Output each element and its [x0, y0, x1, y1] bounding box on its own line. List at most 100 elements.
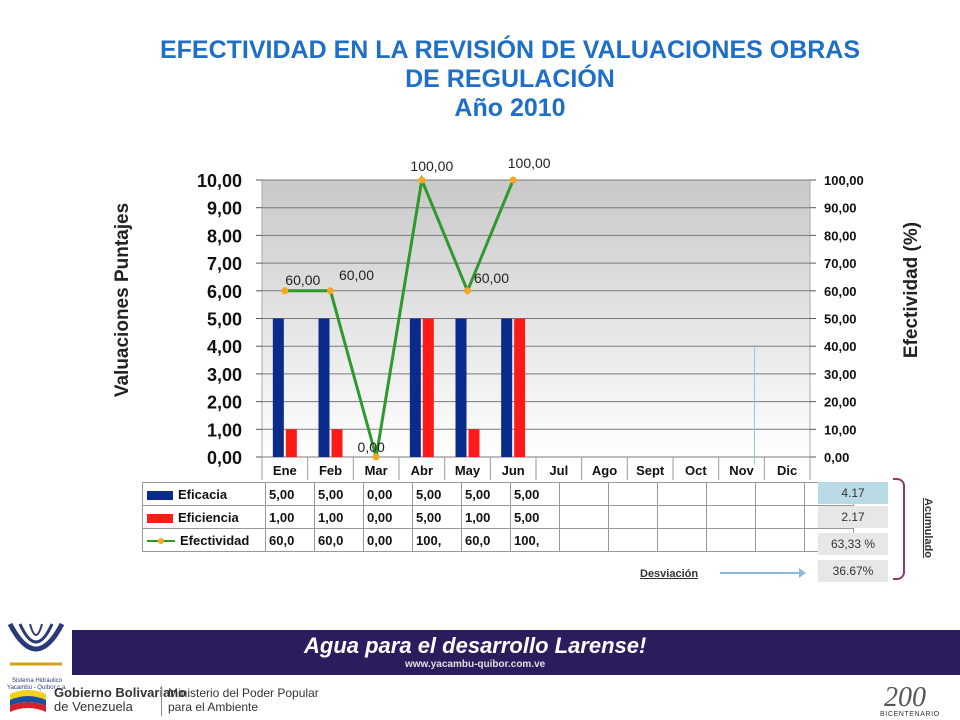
venezuela-flag-icon	[10, 690, 46, 712]
point-efectividad	[509, 176, 517, 184]
data-table-row-efectividad: Efectividad 60,0 60,0 0,00 100, 60,0 100,	[142, 528, 854, 552]
data-table-cell	[608, 505, 658, 529]
combo-chart: 0,00 0,00 1,00 10,00 2,00 20,00 3,00 30,00 4,00 4…	[197, 155, 864, 480]
left-tick-label: 9,00	[207, 199, 242, 219]
data-table: Eficacia 5,00 5,00 0,00 5,00 5,00 5,00 Eficie…	[142, 482, 854, 552]
bar-eficacia	[272, 318, 284, 457]
title-line-1: EFECTIVIDAD EN LA REVISIÓN DE VALUACIONE…	[159, 36, 861, 64]
category-label: Oct	[685, 463, 707, 478]
right-tick-label: 0,00	[824, 450, 849, 465]
bar-eficiencia	[468, 429, 480, 457]
data-label-efectividad: 100,00	[410, 158, 453, 174]
data-table-cell: 100,	[510, 528, 560, 552]
data-table-cell	[657, 505, 707, 529]
data-table-cell	[559, 528, 609, 552]
bar-eficiencia	[331, 429, 343, 457]
left-tick-label: 6,00	[207, 282, 242, 302]
org-name: Sistema Hidráulico Yacambú - Quíbor c.a.	[7, 678, 67, 691]
data-table-cell: 1,00	[265, 505, 315, 529]
right-tick-label: 90,00	[824, 201, 857, 216]
stat-desviacion: 36.67%	[818, 560, 888, 582]
left-tick-label: 0,00	[207, 448, 242, 468]
right-axis-title: Efectividad (%)	[901, 221, 922, 359]
category-label: Abr	[411, 463, 433, 478]
right-tick-label: 70,00	[824, 256, 857, 271]
data-table-cell: 5,00	[510, 505, 560, 529]
data-table-cell: 100,	[412, 528, 462, 552]
data-table-cell: 60,0	[314, 528, 364, 552]
category-label: Jun	[502, 463, 525, 478]
data-table-cell	[755, 528, 805, 552]
data-label-efectividad: 0,00	[358, 439, 385, 455]
data-label-efectividad: 60,00	[339, 267, 374, 283]
data-table-cell: 5,00	[461, 482, 511, 506]
title-line-2: DE REGULACIÓN	[405, 65, 615, 93]
stat-eficacia-avg: 4.17	[818, 482, 888, 504]
data-table-row-eficiencia: Eficiencia 1,00 1,00 0,00 5,00 1,00 5,00	[142, 505, 854, 529]
legend-eficacia: Eficacia	[178, 486, 228, 502]
footer-divider	[161, 686, 162, 716]
category-label: Jul	[549, 463, 568, 478]
gov-name: Gobierno Bolivariano de Venezuela	[54, 685, 187, 714]
data-table-cell: 5,00	[412, 482, 462, 506]
data-table-cell	[755, 482, 805, 506]
left-tick-label: 2,00	[207, 393, 242, 413]
point-efectividad	[418, 176, 426, 184]
data-table-cell: 0,00	[363, 482, 413, 506]
data-table-cell	[608, 528, 658, 552]
yacambu-logo-icon	[0, 612, 72, 684]
efectividad-legend-key	[147, 536, 175, 546]
data-table-cell	[559, 482, 609, 506]
right-tick-label: 10,00	[824, 422, 857, 437]
svg-text:200: 200	[884, 682, 926, 713]
right-tick-label: 80,00	[824, 228, 857, 243]
data-label-efectividad: 60,00	[474, 270, 509, 286]
eficacia-legend-key	[147, 490, 173, 500]
category-label: Mar	[365, 463, 388, 478]
left-tick-label: 1,00	[207, 420, 242, 440]
data-label-efectividad: 60,00	[285, 272, 320, 288]
left-tick-label: 10,00	[197, 171, 242, 191]
data-table-cell: 0,00	[363, 505, 413, 529]
data-table-cell	[755, 505, 805, 529]
banner-website-link[interactable]: www.yacambu-quibor.com.ve	[405, 659, 546, 670]
point-efectividad	[281, 287, 289, 295]
chart-title: EFECTIVIDAD EN LA REVISIÓN DE VALUACIONE…	[0, 36, 960, 123]
footer-banner	[0, 630, 960, 675]
title-line-3: Año 2010	[454, 94, 566, 122]
bar-eficiencia	[285, 429, 297, 457]
data-table-cell	[657, 482, 707, 506]
bicentenario-text: BICENTENARIO	[880, 711, 940, 718]
legend-efectividad: Efectividad	[180, 532, 250, 548]
data-table-cell	[608, 482, 658, 506]
bar-eficacia	[455, 318, 467, 457]
eficiencia-legend-key	[147, 513, 173, 523]
acumulado-label: Acumulado	[922, 498, 934, 558]
data-table-cell: 5,00	[412, 505, 462, 529]
bar-eficacia	[318, 318, 330, 457]
data-table-cell	[706, 482, 756, 506]
right-tick-label: 100,00	[824, 173, 864, 188]
bar-eficiencia	[422, 318, 434, 457]
data-table-cell: 60,0	[265, 528, 315, 552]
stat-eficiencia-avg: 2.17	[818, 506, 888, 528]
left-tick-label: 7,00	[207, 254, 242, 274]
legend-eficiencia: Eficiencia	[178, 509, 239, 525]
desviacion-label: Desviación	[640, 568, 699, 580]
bicentenario-logo-icon: 200 BICENTENARIO	[880, 682, 940, 718]
data-table-cell: 60,0	[461, 528, 511, 552]
left-tick-label: 5,00	[207, 310, 242, 330]
right-tick-label: 50,00	[824, 312, 857, 327]
data-table-cell	[706, 505, 756, 529]
bar-eficiencia	[514, 318, 526, 457]
banner-slogan: Agua para el desarrollo Larense!	[304, 633, 647, 658]
point-efectividad	[327, 287, 334, 295]
ministry-name: Ministerio del Poder Popular para el Amb…	[168, 686, 319, 714]
data-table-cell: 0,00	[363, 528, 413, 552]
connector-line	[754, 345, 755, 465]
left-axis-title: Valuaciones Puntajes	[112, 202, 133, 398]
data-table-cell	[559, 505, 609, 529]
category-label: Dic	[777, 463, 797, 478]
category-label: Sept	[636, 463, 665, 478]
line-efectividad	[284, 174, 515, 458]
